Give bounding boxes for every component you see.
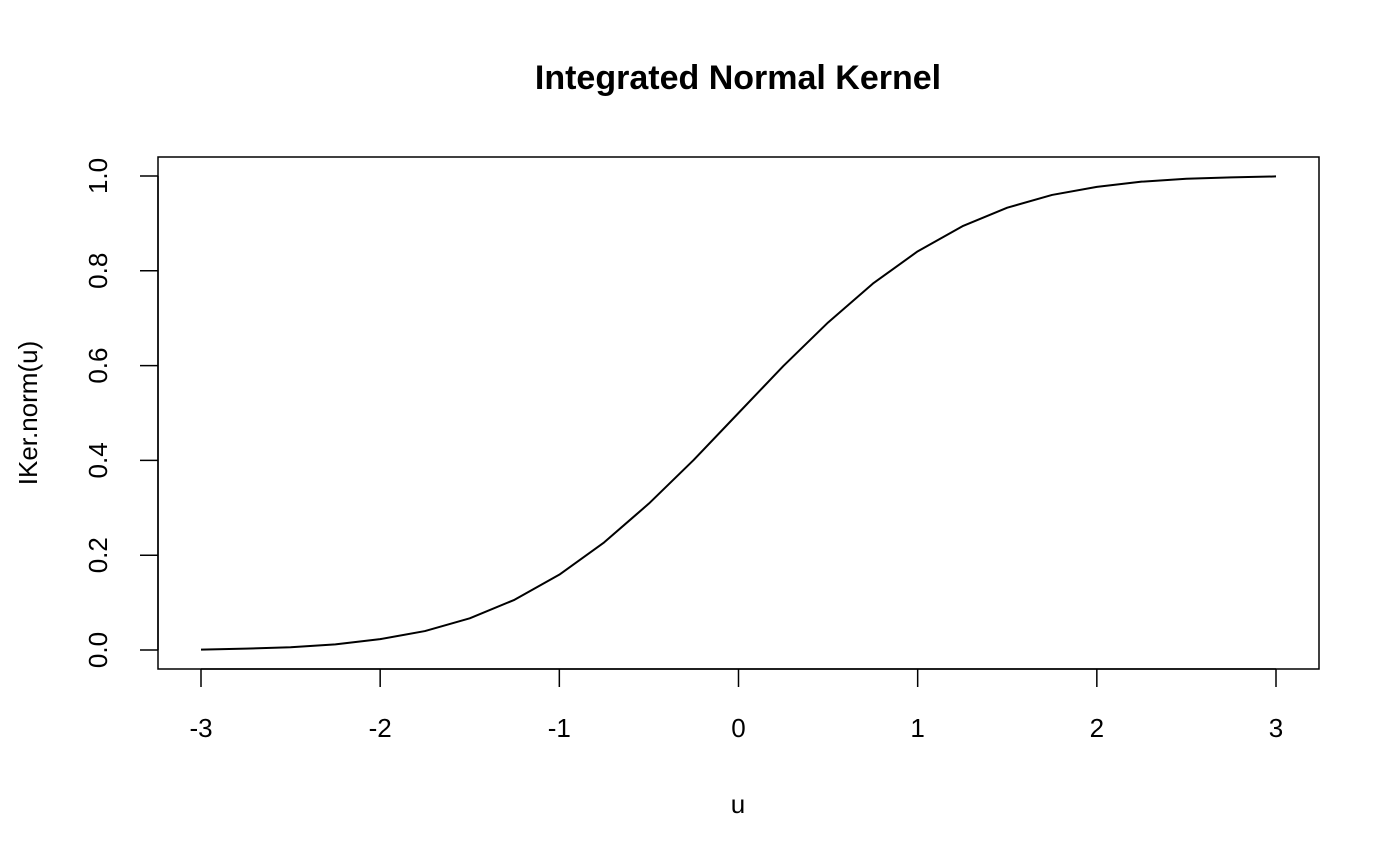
x-tick-label: -1 [548,713,571,743]
y-axis-label: IKer.norm(u) [13,341,43,486]
y-tick-label: 0.8 [83,253,113,289]
y-tick-label: 0.0 [83,632,113,668]
x-tick-label: 1 [910,713,924,743]
x-tick-label: 3 [1269,713,1283,743]
chart-title: Integrated Normal Kernel [535,59,941,97]
x-tick-label: 0 [731,713,745,743]
y-tick-label: 0.4 [83,442,113,478]
x-tick-label: -2 [369,713,392,743]
y-tick-label: 1.0 [83,158,113,194]
y-tick-label: 0.6 [83,348,113,384]
y-tick-label: 0.2 [83,537,113,573]
x-axis-label: u [731,789,745,819]
x-tick-label: 2 [1090,713,1104,743]
x-tick-label: -3 [189,713,212,743]
line [200,175,1277,651]
